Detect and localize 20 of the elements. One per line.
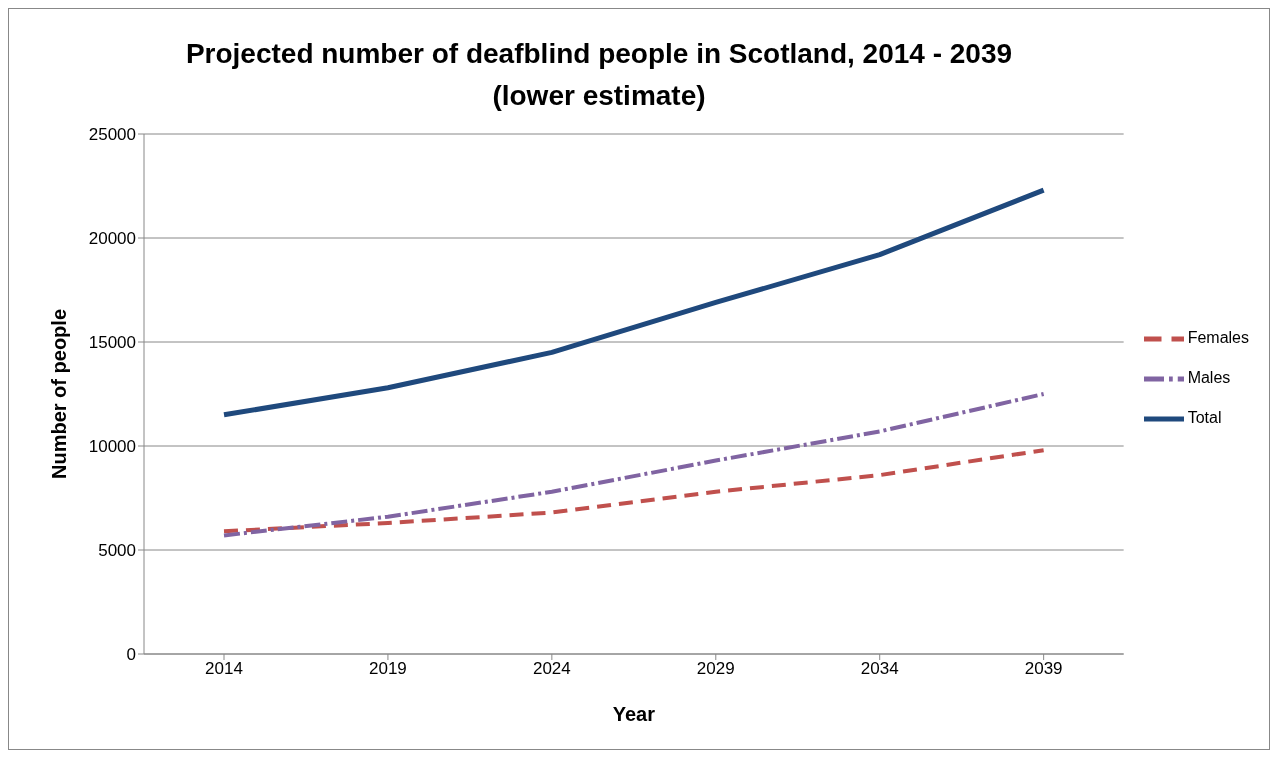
legend-label: Males — [1187, 369, 1231, 387]
x-axis-title: Year — [612, 703, 656, 725]
line-series — [222, 448, 1046, 534]
y-tick-label: 10000 — [88, 437, 136, 457]
legend-label: Females — [1187, 329, 1249, 347]
y-tick-label: 25000 — [88, 125, 136, 145]
x-tick-label: 2019 — [369, 659, 407, 679]
y-axis-title: Number of people — [48, 308, 71, 480]
x-tick-label: 2034 — [860, 659, 899, 679]
line-series — [222, 392, 1046, 538]
chart-title: Projected number of deafblind people in Scotland, 2014 - 2039 (lower estimate) — [184, 37, 1014, 113]
y-tick-label: 15000 — [88, 333, 136, 353]
x-tick-label: 2039 — [1024, 659, 1063, 679]
y-tick-label: 0 — [126, 645, 136, 665]
x-tick-label: 2014 — [205, 659, 243, 679]
y-tick-label: 20000 — [88, 229, 136, 249]
y-tick-label: 5000 — [98, 541, 136, 561]
x-tick-label: 2024 — [532, 659, 571, 679]
legend-label: Total — [1187, 409, 1222, 427]
x-tick-label: 2029 — [696, 659, 735, 679]
